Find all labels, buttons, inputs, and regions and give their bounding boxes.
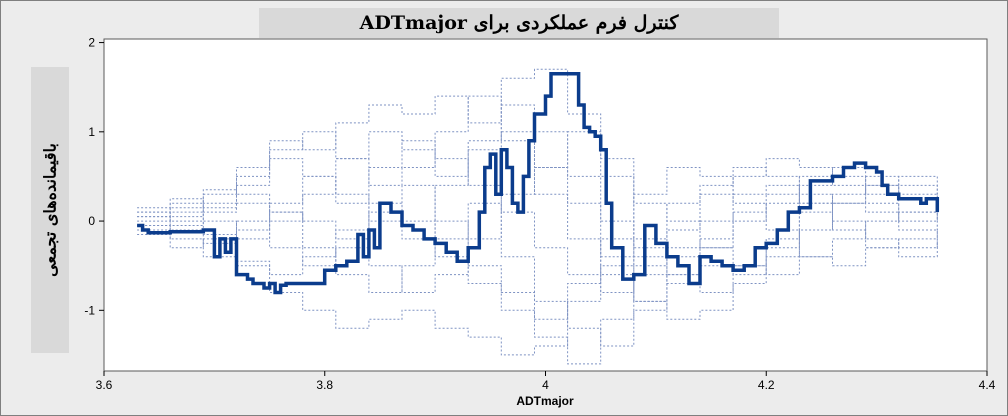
chart-title: کنترل فرم عملکردی برای ADTmajor	[359, 12, 679, 34]
x-tick-label: 3.8	[316, 378, 333, 392]
chart-title-box: کنترل فرم عملکردی برای ADTmajor	[259, 8, 779, 38]
x-tick-label: 4	[542, 378, 549, 392]
x-tick-label: 4.4	[979, 378, 996, 392]
y-tick-label: -1	[84, 303, 95, 317]
y-axis-label-box	[31, 67, 69, 353]
x-axis-label: ADTmajor	[516, 394, 574, 408]
simulated-path-5	[137, 140, 938, 293]
observed-path-layer	[137, 72, 940, 295]
x-tick-label: 4.2	[758, 378, 775, 392]
plot-area	[103, 38, 988, 372]
y-tick-label: 0	[88, 214, 95, 228]
x-tick-label: 3.6	[96, 378, 113, 392]
simulated-path-6	[137, 167, 938, 320]
simulated-paths-layer	[137, 68, 938, 365]
y-tick-label: 2	[88, 36, 95, 50]
y-tick-label: 1	[88, 125, 95, 139]
axes-layer: 3.6 3.8 4 4.2 4.4 -1 0 1 2	[84, 36, 995, 392]
observed-cumulative-residual-path	[137, 72, 940, 295]
simulated-path-10	[137, 131, 938, 293]
simulated-path-8	[137, 184, 938, 365]
